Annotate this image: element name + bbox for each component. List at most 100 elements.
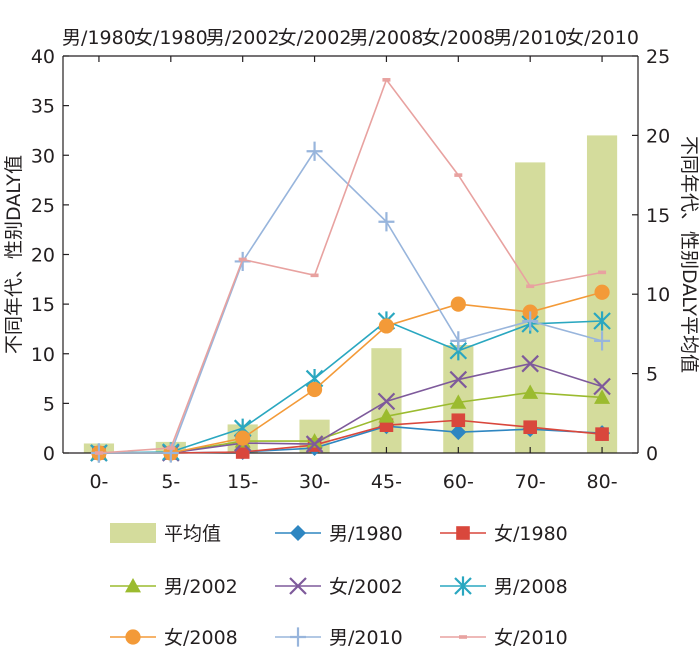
top-tick-label: 女/2002 — [278, 27, 352, 49]
point-女/2008-80- — [594, 284, 610, 300]
point-男/2010-70- — [522, 311, 539, 331]
legend-item: 女/2002 — [275, 576, 403, 598]
point-女/2008-60- — [450, 296, 466, 312]
y-tick-label-left: 10 — [31, 344, 55, 366]
point-女/2002-30- — [305, 435, 324, 453]
point-男/2002-70- — [522, 384, 539, 399]
y-tick-label-right: 0 — [646, 443, 658, 465]
x-tick-label: 15- — [227, 471, 258, 493]
x-tick-label: 45- — [371, 471, 402, 493]
y-tick-label-left: 40 — [31, 46, 55, 68]
x-tick-label: 0- — [89, 471, 108, 493]
point-男/2010-45- — [378, 212, 395, 232]
point-男/2002-45- — [378, 408, 395, 423]
series-line-男/2008 — [98, 320, 603, 454]
legend-label: 女/2010 — [494, 627, 568, 649]
point-女/2010-45- — [382, 78, 391, 82]
legend-swatch-marker — [454, 576, 472, 596]
legend-item: 女/1980 — [440, 523, 568, 545]
point-男/2010-60- — [450, 331, 467, 351]
series-line-女/2010 — [98, 78, 603, 454]
series-女/2010 — [94, 78, 607, 455]
y-axis-title-right: 不同年代、性别DALY平均值 — [678, 136, 700, 373]
y-tick-label-right: 25 — [646, 46, 670, 68]
y-tick-label-left: 30 — [31, 145, 55, 167]
legend-swatch-marker — [289, 577, 307, 595]
axis-titles-group: 不同年代、性别DALY值 不同年代、性别DALY平均值 — [3, 136, 700, 373]
top-tick-label: 男/2008 — [350, 27, 424, 49]
legend-item: 男/2010 — [275, 627, 403, 649]
point-女/2002-70- — [521, 354, 539, 373]
line-series-group — [90, 78, 611, 463]
legend-item: 平均值 — [110, 523, 221, 545]
point-女/2010-80- — [598, 270, 607, 275]
legend-label: 平均值 — [164, 523, 221, 545]
point-女/1980-70- — [523, 420, 537, 434]
legend-item: 女/2008 — [110, 627, 238, 649]
y-tick-label-left: 20 — [31, 245, 55, 267]
top-labels-group: 男/1980女/1980男/2002女/2002男/2008女/2008男/20… — [62, 27, 639, 62]
point-女/2010-70- — [526, 284, 535, 289]
series-line-女/2008 — [98, 291, 603, 454]
point-女/2010-0- — [94, 451, 103, 455]
top-tick-label: 男/2010 — [493, 27, 567, 49]
point-女/2002-80- — [593, 377, 611, 396]
point-男/2002-80- — [594, 389, 611, 404]
y-tick-label-right: 20 — [646, 125, 670, 147]
legend-swatch-marker — [459, 635, 467, 639]
point-女/2008-45- — [378, 318, 395, 334]
point-女/2010-5- — [166, 446, 175, 450]
point-女/2002-60- — [449, 370, 468, 389]
point-女/1980-15- — [235, 445, 250, 459]
legend-label: 男/1980 — [329, 523, 403, 545]
x-tick-label: 70- — [515, 471, 546, 493]
x-tick-label: 60- — [443, 471, 474, 493]
top-tick-label: 男/1980 — [62, 27, 136, 49]
top-tick-label: 女/1980 — [134, 27, 208, 49]
point-男/2008-80- — [593, 311, 611, 331]
legend-swatch-marker — [125, 629, 141, 645]
y-tick-label-left: 15 — [31, 294, 55, 316]
point-男/1980-60- — [450, 424, 467, 441]
legend-swatch-marker — [290, 525, 306, 541]
point-女/2002-45- — [377, 392, 396, 411]
y-tick-label-right: 15 — [646, 205, 670, 227]
legend-label: 男/2002 — [164, 576, 238, 598]
legend-label: 女/2002 — [329, 576, 403, 598]
point-女/2010-30- — [310, 273, 319, 278]
top-tick-label: 女/2010 — [565, 27, 639, 49]
x-tick-label: 5- — [161, 471, 180, 493]
series-line-男/2010 — [98, 150, 603, 454]
legend-label: 男/2010 — [329, 627, 403, 649]
x-tick-label: 80- — [587, 471, 618, 493]
y-tick-label-left: 25 — [31, 195, 55, 217]
y-tick-label-right: 5 — [646, 364, 658, 386]
series-女/2008 — [91, 284, 610, 461]
legend-swatch-marker — [456, 526, 470, 540]
point-男/2010-80- — [594, 331, 611, 351]
legend-swatch-marker — [125, 578, 141, 593]
top-tick-label: 男/2002 — [206, 27, 280, 49]
legend-label: 男/2008 — [494, 576, 568, 598]
y-tick-label-left: 5 — [43, 393, 55, 415]
legend-item: 男/2002 — [110, 576, 238, 598]
point-女/2008-30- — [306, 381, 323, 398]
point-女/2010-60- — [454, 173, 463, 177]
y-tick-label-left: 35 — [31, 96, 55, 118]
legend-swatch-marker — [290, 627, 306, 647]
legend: 平均值 男/1980 女/1980 男/2002 女/2002 男/2008 女/2008 男… — [110, 523, 568, 649]
point-男/2002-60- — [450, 394, 467, 409]
y-axis-title-left: 不同年代、性别DALY值 — [3, 155, 25, 354]
point-男/2010-30- — [306, 141, 323, 161]
series-line-女/2002 — [98, 362, 603, 454]
legend-label: 女/1980 — [494, 523, 568, 545]
legend-item: 男/2008 — [440, 576, 568, 598]
legend-label: 女/2008 — [164, 627, 238, 649]
series-line-女/1980 — [98, 419, 603, 454]
point-女/2008-15- — [235, 430, 251, 446]
legend-item: 女/2010 — [440, 627, 568, 649]
point-女/1980-80- — [595, 427, 609, 441]
bar-series-group — [83, 135, 618, 453]
